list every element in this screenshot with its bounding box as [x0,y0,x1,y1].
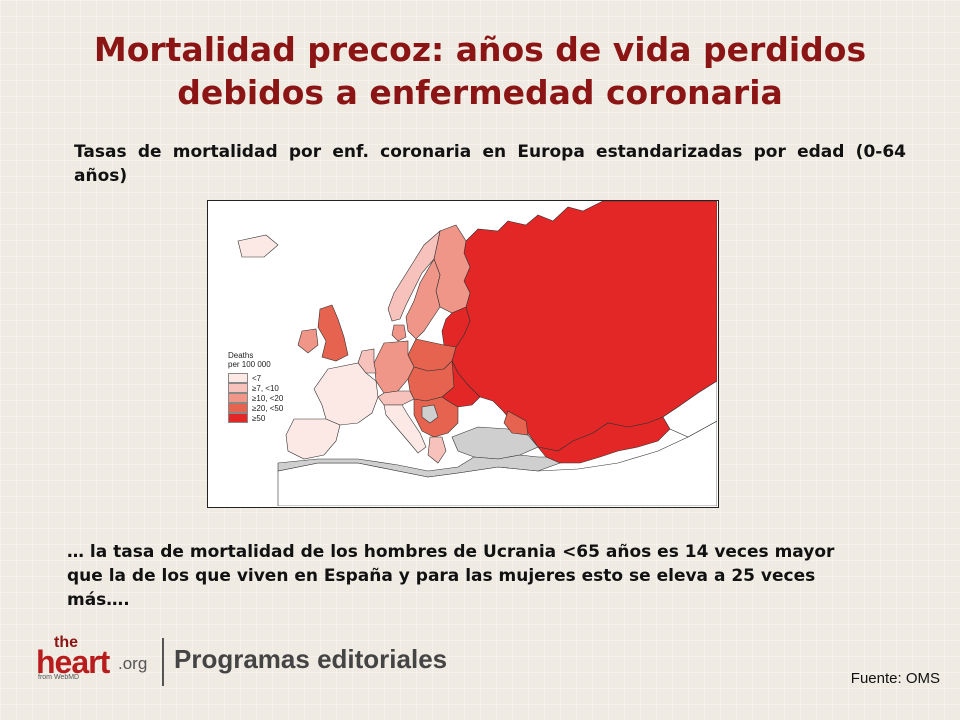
legend-item: ≥7, <10 [228,383,283,393]
legend-swatch [228,383,248,393]
region-ireland [297,328,319,354]
region-iceland [237,234,279,258]
legend-item: ≥20, <50 [228,403,283,413]
legend-title-line-2: per 100 000 [228,360,271,369]
source-credit: Fuente: OMS [850,670,940,687]
section-label: Programas editoriales [174,644,448,674]
legend-swatch [228,373,248,383]
legend-swatch [228,413,248,423]
legend-label: ≥20, <50 [252,403,284,413]
region-ukraine [441,360,481,408]
region-france [313,362,379,426]
logo-divider [162,638,164,686]
legend-title-line-1: Deaths [228,351,254,360]
legend-title: Deaths per 100 000 [228,351,283,369]
map-legend: Deaths per 100 000 <7 ≥7, <10 ≥10, <20 ≥… [228,351,283,423]
logo-from: from WebMD [38,674,80,681]
legend-item: ≥10, <20 [228,393,283,403]
region-denmark [391,324,407,342]
region-no-data-south [277,454,561,478]
region-norway [387,230,441,322]
map-caption: Tasas de mortalidad por enf. coronaria e… [74,142,906,186]
legend-label: ≥7, <10 [252,383,279,393]
europe-mortality-map: Deaths per 100 000 <7 ≥7, <10 ≥10, <20 ≥… [207,200,719,508]
region-sweden [405,258,441,340]
logo-the: the [54,634,78,651]
logo-org: .org [118,654,148,673]
region-greece [427,436,447,464]
legend-label: ≥10, <20 [252,393,284,403]
ukraine-spain-comparison-note: … la tasa de mortalidad de los hombres d… [67,542,835,610]
theheart-org-logo: the heart .org from WebMD Programas edit… [36,634,476,690]
legend-swatch [228,403,248,413]
region-east-asia [662,380,717,438]
slide-title: Mortalidad precoz: años de vida perdidos… [20,28,940,114]
region-caucasus [503,410,529,436]
logo-heart: heart [36,644,110,680]
region-no-data-balkans [421,404,439,424]
title-line-2: debidos a enfermedad coronaria [177,73,783,112]
region-turkey [451,426,539,460]
map-svg [208,201,717,506]
legend-label: ≥50 [252,413,266,423]
region-italy [383,404,427,454]
region-iberia [285,418,341,460]
region-uk [317,304,349,362]
region-finland [433,224,471,314]
legend-item: ≥50 [228,413,283,423]
legend-label: <7 [252,373,262,383]
legend-item: <7 [228,373,283,383]
legend-swatch [228,393,248,403]
title-line-1: Mortalidad precoz: años de vida perdidos [93,30,867,69]
